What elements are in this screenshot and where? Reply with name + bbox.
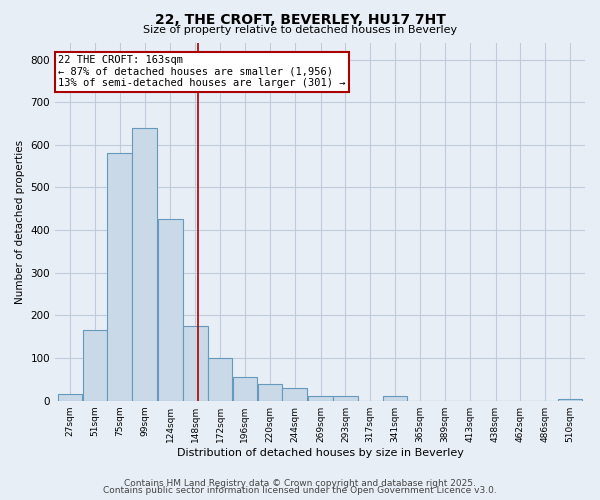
Bar — [107, 154, 132, 400]
Bar — [58, 394, 82, 400]
Text: Contains HM Land Registry data © Crown copyright and database right 2025.: Contains HM Land Registry data © Crown c… — [124, 478, 476, 488]
X-axis label: Distribution of detached houses by size in Beverley: Distribution of detached houses by size … — [176, 448, 463, 458]
Bar — [158, 220, 182, 400]
Text: Contains public sector information licensed under the Open Government Licence v3: Contains public sector information licen… — [103, 486, 497, 495]
Text: Size of property relative to detached houses in Beverley: Size of property relative to detached ho… — [143, 25, 457, 35]
Text: 22, THE CROFT, BEVERLEY, HU17 7HT: 22, THE CROFT, BEVERLEY, HU17 7HT — [155, 12, 445, 26]
Bar — [132, 128, 157, 400]
Text: 22 THE CROFT: 163sqm
← 87% of detached houses are smaller (1,956)
13% of semi-de: 22 THE CROFT: 163sqm ← 87% of detached h… — [58, 56, 346, 88]
Bar — [283, 388, 307, 400]
Bar — [558, 398, 583, 400]
Bar — [233, 378, 257, 400]
Bar — [383, 396, 407, 400]
Bar — [83, 330, 107, 400]
Bar — [208, 358, 232, 401]
Bar — [183, 326, 208, 400]
Bar — [257, 384, 282, 400]
Y-axis label: Number of detached properties: Number of detached properties — [15, 140, 25, 304]
Bar — [333, 396, 358, 400]
Bar — [308, 396, 333, 400]
